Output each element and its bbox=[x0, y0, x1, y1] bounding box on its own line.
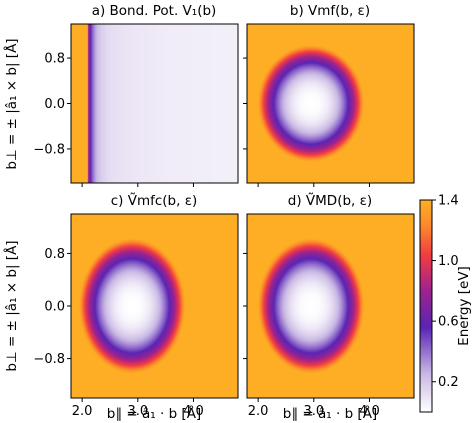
panel-d-heatmap bbox=[247, 214, 414, 398]
panel-c-heatmap-canvas bbox=[71, 214, 238, 398]
colorbar-label: Energy [eV] bbox=[456, 266, 472, 346]
x-axis-label-left: b∥ = â₁ · b [Å] bbox=[107, 405, 201, 422]
colorbar: 1.4 1.0 0.6 0.2 Energy [eV] bbox=[419, 194, 472, 413]
x-axis-label-right: b∥ = â₁ · b [Å] bbox=[283, 405, 377, 422]
colorbar-ticks: 1.4 1.0 0.6 0.2 bbox=[432, 194, 459, 390]
panel-a: a) Bond. Pot. V₁(b) bbox=[70, 3, 239, 184]
y-tick-label: 0.8 bbox=[44, 247, 65, 262]
y-axis-label-top: b⊥ = ± |â₁ × b| [Å] bbox=[3, 38, 20, 169]
panel-c-title: c) Ṽmfc(b, ε) bbox=[111, 192, 198, 209]
panel-b-title: b) Vmf(b, ε) bbox=[290, 3, 370, 19]
panel-d-title: d) ṼMD(b, ε) bbox=[288, 192, 372, 209]
colorbar-tick-label: 1.4 bbox=[438, 194, 459, 209]
panel-d: d) ṼMD(b, ε) bbox=[246, 192, 415, 399]
x-tick-label: 3.0 bbox=[303, 404, 324, 419]
y-tick-label: 0.8 bbox=[44, 52, 65, 67]
colorbar-gradient bbox=[419, 199, 433, 413]
panel-c-heatmap bbox=[71, 214, 238, 398]
colorbar-tick-label: 1.0 bbox=[438, 254, 459, 269]
panel-d-heatmap-canvas bbox=[247, 214, 414, 398]
y-tick-label: −0.8 bbox=[33, 142, 65, 157]
y-tick-label: 0.0 bbox=[44, 300, 65, 315]
panel-a-heatmap-canvas bbox=[71, 24, 238, 183]
colorbar-tick-label: 0.2 bbox=[438, 375, 459, 390]
y-tick-label: −0.8 bbox=[33, 352, 65, 367]
panel-a-title: a) Bond. Pot. V₁(b) bbox=[92, 3, 217, 19]
axis-ticks: 0.8 0.0 −0.8 2.0 3.0 4.0 0.8 0.0 −0.8 2.0 3.0 4.0 bbox=[33, 52, 379, 419]
x-tick-label: 2.0 bbox=[248, 404, 269, 419]
x-tick-label: 4.0 bbox=[359, 404, 380, 419]
x-tick-label: 4.0 bbox=[183, 404, 204, 419]
y-axis-label-bottom: b⊥ = ± |â₁ × b| [Å] bbox=[3, 240, 20, 371]
panel-c: c) Ṽmfc(b, ε) bbox=[70, 192, 239, 399]
x-tick-label: 3.0 bbox=[127, 404, 148, 419]
panel-b-heatmap bbox=[247, 24, 414, 183]
colorbar-tick-label: 0.6 bbox=[438, 315, 459, 330]
panel-b-heatmap-canvas bbox=[247, 24, 414, 183]
x-tick-label: 2.0 bbox=[72, 404, 93, 419]
panel-b: b) Vmf(b, ε) bbox=[246, 3, 415, 184]
y-tick-label: 0.0 bbox=[44, 97, 65, 112]
panel-a-heatmap bbox=[71, 24, 238, 183]
